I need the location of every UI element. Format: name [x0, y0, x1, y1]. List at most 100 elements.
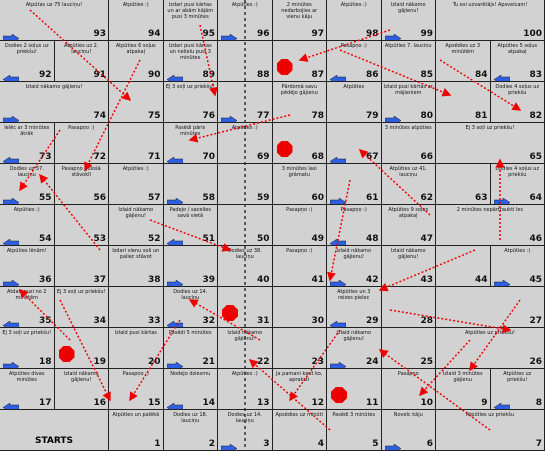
board-cell: Izlaid nākamo gājienu! 22: [218, 328, 273, 369]
board-cell: 67: [327, 123, 382, 164]
board-row: Dodies 2 soļus uz priekšu! 92 Atpūties uz …: [0, 41, 545, 82]
cell-number: 36: [38, 275, 52, 285]
direction-arrow: [2, 274, 20, 286]
cell-number: 79: [365, 111, 379, 121]
cell-text: Nodejo dziesmu: [170, 371, 211, 377]
board-cell: 11: [327, 369, 382, 410]
board-cell: 63: [436, 164, 491, 205]
board-cell: Tu esi uzvarētājs! Apsveicam! 100: [436, 0, 545, 41]
board-cell: Izlaid 3 minūtes gājienu 9: [436, 369, 491, 410]
board-cell: Atpūties un palēkā 1: [109, 410, 164, 451]
board-cell: 53: [54, 205, 109, 246]
board-cell: Atpūties :) 94: [109, 0, 164, 41]
cell-number: 63: [474, 193, 488, 203]
cell-text: Atpūties uz 41. lauciņu: [389, 166, 428, 178]
board-row: STARTS Atpūties un palēkā 1 Dodies uz 18. l…: [0, 410, 545, 451]
cell-text: Pasapņo gulošā stāvoklī: [61, 166, 101, 178]
cell-text: Izlaid pusi kārtas: [114, 330, 157, 336]
cell-number: 38: [147, 275, 161, 285]
cell-number: 99: [420, 29, 433, 39]
board-cell: Dodies 2 soļus uz priekšu! 92: [0, 41, 55, 82]
board-cell: Atpūties :) 13: [218, 369, 273, 410]
board-cell: Izlaid nākamo gājienu! 43: [381, 246, 436, 287]
direction-arrow: [166, 356, 183, 368]
board-row: Ielēc ar 3 minūtes ātrāk 73 Pasapņo :) 72 71…: [0, 123, 545, 164]
board-cell: 2 minūtes nepārtraukti lec 46: [436, 205, 545, 246]
board-cell: 28: [381, 287, 436, 328]
cell-number: 41: [311, 275, 324, 285]
cell-number: 52: [147, 234, 161, 244]
cell-text: Izlaid nākamo gājienu!: [63, 371, 99, 383]
cell-number: 2: [208, 439, 215, 449]
start-label: STARTS: [34, 436, 74, 446]
board-cell: 61: [327, 164, 382, 205]
direction-arrow: [220, 110, 238, 122]
board-cell: 68: [272, 123, 327, 164]
cell-number: 44: [474, 275, 488, 285]
board-cell: Atpūties uz priekšu 7: [436, 410, 545, 451]
direction-arrow: [329, 69, 347, 81]
cell-text: Pasapņo :): [68, 125, 95, 131]
board-row: Atpūties lēnām! 36 37 Izdari vienu soli un …: [0, 246, 545, 287]
cell-text: Atpūties :): [122, 166, 149, 172]
cell-number: 86: [365, 70, 379, 80]
cell-number: 100: [523, 29, 542, 39]
board-cell: 25: [381, 328, 436, 369]
board-cell: Atpūties uz priekšu! 8: [490, 369, 545, 410]
direction-arrow: [329, 151, 347, 163]
cell-text: Izlaid nākamo gājienu!: [25, 84, 83, 90]
cell-number: 49: [311, 234, 324, 244]
cell-text: Dodies uz 57. lauciņu: [9, 166, 44, 178]
stop-sign: [276, 59, 293, 75]
board-cell: Atpūties divas minūtes 17: [0, 369, 55, 410]
cell-text: Pasēdi 3 minūtes: [332, 412, 376, 418]
cell-number: 98: [365, 29, 379, 39]
cell-text: Pasapņo :): [340, 207, 367, 213]
cell-text: 2 minūtes nedarbojies ar vienu kāju: [281, 2, 318, 20]
cell-number: 9: [481, 398, 488, 408]
direction-arrow: [384, 438, 401, 450]
board-cell: Ej 3 soļi uz priekšu! 65: [436, 123, 545, 164]
cell-number: 7: [535, 439, 542, 449]
cell-text: Izdari pusi kārtas un ar abām kājām pusi…: [167, 2, 214, 20]
cell-text: Ej 3 soļi uz priekšu!: [165, 84, 215, 90]
board-cell: Izlaid nākamo gājienu! 99: [381, 0, 436, 41]
cell-number: 25: [420, 357, 433, 367]
cell-number: 94: [147, 29, 161, 39]
direction-arrow: [2, 110, 20, 122]
cell-number: 84: [474, 70, 488, 80]
cell-text: Dodies uz 18. lauciņu: [173, 412, 208, 424]
board-cell: Izlaid nākamo gājienu! 24: [327, 328, 382, 369]
direction-arrow: [2, 233, 20, 245]
board-cell: Atpūtas uz 75 lauciņu! 93: [0, 0, 109, 41]
cell-text: Atdari pusi no 2 minūtēm: [7, 289, 47, 301]
board-cell: Pasēdi 5 minūtes 21: [163, 328, 218, 369]
cell-number: 58: [202, 193, 215, 203]
cell-number: 12: [311, 398, 324, 408]
stop-sign: [222, 305, 238, 321]
board-cell: Ej 3 soļi uz priekšu! 34: [54, 287, 109, 328]
direction-arrow: [2, 28, 20, 40]
cell-number: 21: [202, 357, 215, 367]
cell-number: 22: [256, 357, 270, 367]
cell-text: Atpūties 6 soļus atpakaļ: [115, 43, 156, 55]
cell-number: 95: [202, 29, 215, 39]
cell-number: 88: [256, 70, 270, 80]
cell-number: 15: [147, 398, 161, 408]
cell-text: Atpūties uz priekšu!: [503, 371, 532, 383]
cell-text: Dodies 2 soļus uz priekšu!: [4, 43, 49, 55]
cell-number: 55: [38, 193, 52, 203]
cell-number: 80: [420, 111, 433, 121]
cell-number: 67: [365, 152, 379, 162]
cell-number: 30: [311, 316, 324, 326]
board-cell: 81: [436, 82, 491, 123]
cell-text: Atpūties uz 2. lauciņu!: [64, 43, 99, 55]
board-cell: Atpūties :) 54: [0, 205, 55, 246]
board-cell: Izlaid nākamo gājienu! 74: [0, 82, 109, 123]
board-cell: Pasēdi 3 minūtes 5: [327, 410, 382, 451]
direction-arrow: [2, 397, 20, 409]
cell-number: 70: [202, 152, 215, 162]
board-cell: 58: [163, 164, 218, 205]
direction-arrow: [384, 28, 401, 40]
